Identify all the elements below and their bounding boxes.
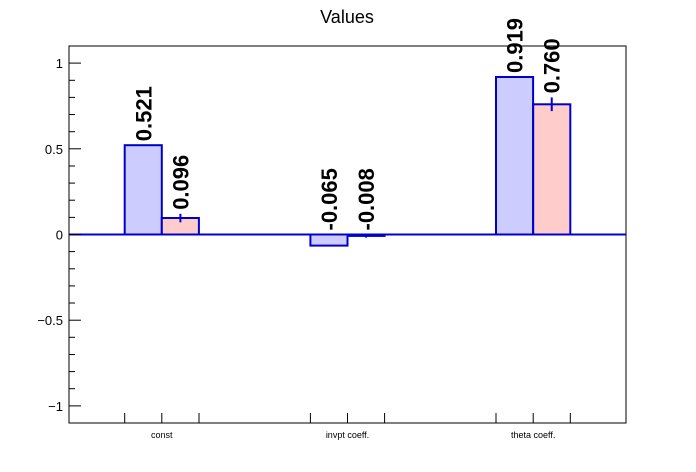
y-tick-label: −0.5 <box>37 313 63 328</box>
axes-group <box>69 45 626 424</box>
y-tick-label: 0.5 <box>45 142 63 157</box>
bar-s2-2 <box>532 103 572 236</box>
data-label-s2-2: 0.760 <box>540 38 565 93</box>
data-label-s1-2: 0.919 <box>503 18 528 73</box>
data-label-s2-0: 0.096 <box>168 155 193 210</box>
bars-group <box>123 76 572 247</box>
x-category-label: invpt coeff. <box>326 430 369 440</box>
bar-s1-2 <box>495 76 535 236</box>
labels-group: 0.521 -0.065 0.919 0.096 -0.008 0.760 −1 −0.5 0 0… <box>37 18 564 440</box>
y-tick-label: 0 <box>56 228 63 243</box>
x-category-label: theta coeff. <box>511 430 555 440</box>
bar-s1-1 <box>309 233 349 247</box>
data-label-s2-1: -0.008 <box>354 168 379 230</box>
data-label-s1-0: 0.521 <box>131 86 156 141</box>
y-tick-label: 1 <box>56 56 63 71</box>
bar-s1-0 <box>123 144 163 236</box>
x-category-label: const <box>151 430 173 440</box>
y-tick-label: −1 <box>48 399 63 414</box>
data-label-s1-1: -0.065 <box>317 168 342 230</box>
chart-title: Values <box>320 7 374 27</box>
